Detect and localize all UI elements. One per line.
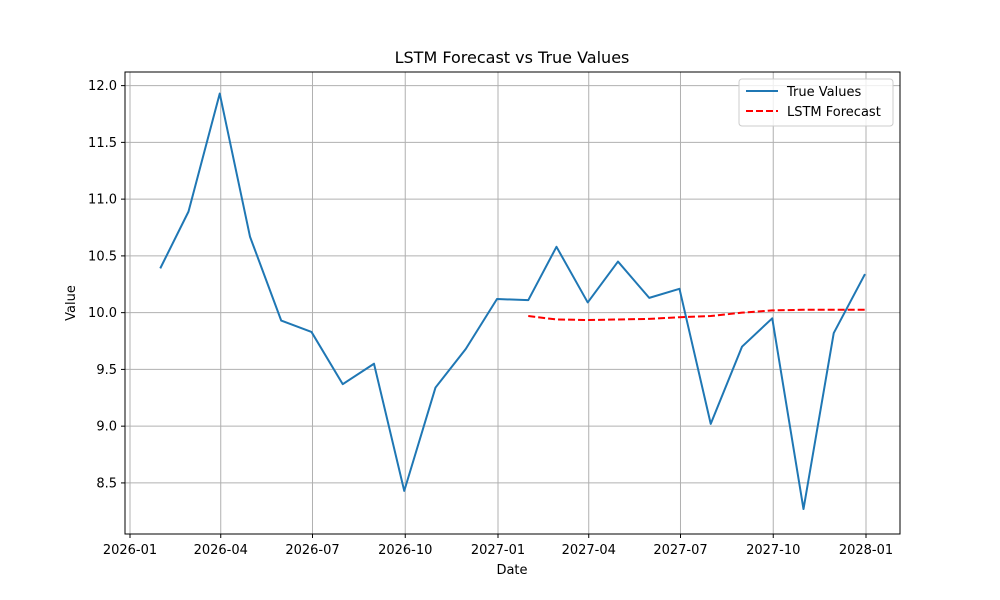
legend: True Values LSTM Forecast bbox=[738, 78, 894, 127]
y-axis-label: Value bbox=[64, 285, 79, 321]
x-tick-label: 2026-10 bbox=[378, 543, 432, 558]
y-axis: 8.5 9.0 9.5 10.0 10.5 11.0 11.5 12.0 bbox=[88, 79, 125, 491]
y-tick-label: 10.0 bbox=[88, 306, 117, 321]
x-tick-label: 2026-04 bbox=[194, 543, 248, 558]
x-axis-label: Date bbox=[496, 563, 527, 578]
series-layer bbox=[159, 92, 866, 511]
y-tick-label: 11.0 bbox=[88, 193, 117, 208]
series-line-lstm-forecast bbox=[528, 308, 865, 322]
y-tick-label: 8.5 bbox=[96, 476, 117, 491]
y-tick-label: 10.5 bbox=[88, 249, 117, 264]
y-tick-label: 9.0 bbox=[96, 420, 117, 435]
x-axis: 2026-01 2026-04 2026-07 2026-10 2027-01 2027-… bbox=[103, 534, 893, 558]
legend-label-true-values: True Values bbox=[786, 85, 861, 100]
x-tick-label: 2028-01 bbox=[839, 543, 893, 558]
y-tick-label: 11.5 bbox=[88, 136, 117, 151]
x-tick-label: 2027-10 bbox=[746, 543, 800, 558]
x-tick-label: 2027-07 bbox=[653, 543, 707, 558]
y-tick-label: 12.0 bbox=[88, 79, 117, 94]
chart-title: LSTM Forecast vs True Values bbox=[395, 48, 630, 67]
grid-layer bbox=[125, 72, 900, 534]
x-tick-label: 2026-07 bbox=[285, 543, 339, 558]
plot-frame bbox=[124, 71, 901, 535]
series-line-true-values bbox=[159, 92, 866, 511]
x-tick-label: 2026-01 bbox=[103, 543, 157, 558]
legend-label-lstm-forecast: LSTM Forecast bbox=[787, 105, 881, 120]
y-tick-label: 9.5 bbox=[96, 363, 117, 378]
x-tick-label: 2027-01 bbox=[471, 543, 525, 558]
x-tick-label: 2027-04 bbox=[562, 543, 616, 558]
